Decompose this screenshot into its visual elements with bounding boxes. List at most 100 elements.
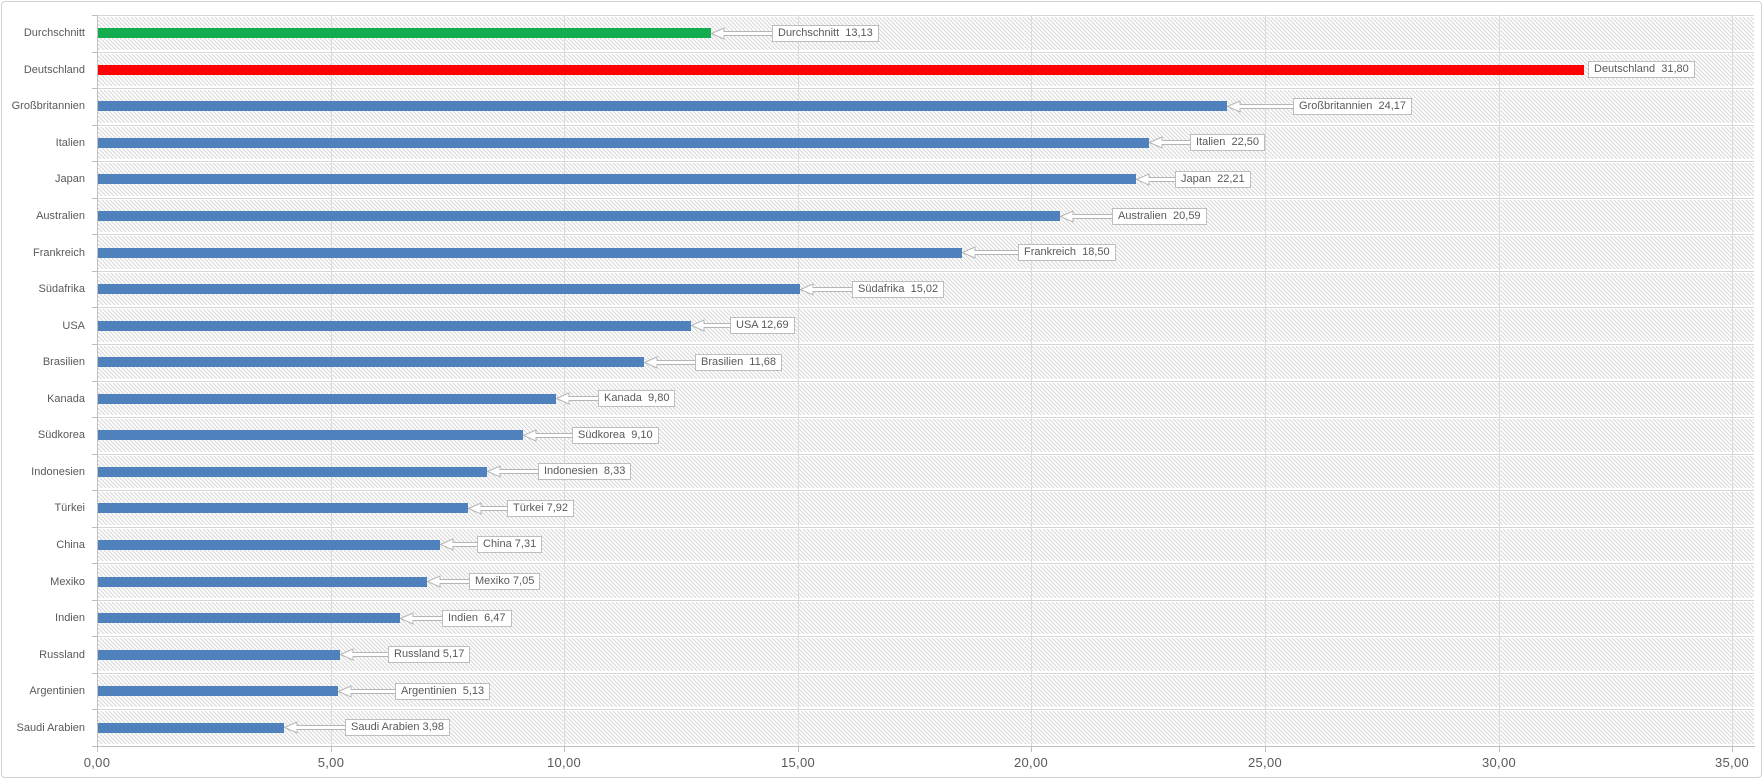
data-label-box: Mexiko 7,05 [469,573,541,590]
callout-arrow-icon [523,429,574,442]
y-axis-tick [92,234,97,235]
y-axis-label: Russland [39,649,85,661]
y-axis-tick [92,600,97,601]
y-axis-label: Südafrika [38,283,85,295]
y-axis-tick [92,417,97,418]
y-axis-label: Großbritannien [11,100,85,112]
x-axis-tick-label: 15,00 [780,755,816,770]
data-label-box: Japan 22,21 [1175,171,1251,188]
bar-italien [98,138,1149,148]
gridline [798,15,799,746]
callout-arrow-icon [440,538,479,551]
row-separator-line [97,600,1754,601]
data-label-box: Brasilien 11,68 [695,354,783,371]
y-axis-label: Mexiko [50,576,85,588]
data-label-box: Australien 20,59 [1112,208,1207,225]
bar-kanada [98,394,556,404]
row-separator-line [97,307,1754,308]
row-separator-line [97,271,1754,272]
callout-arrow-icon [1227,100,1295,113]
y-axis-line [97,15,98,747]
y-axis-label: China [56,539,85,551]
bar-russland [98,650,340,660]
row-separator-line [97,161,1754,162]
callout-arrow-icon [468,502,509,515]
data-label-box: Russland 5,17 [388,646,471,663]
y-axis-tick [92,88,97,89]
y-axis-tick [92,161,97,162]
y-axis-tick [92,563,97,564]
row-separator-line [97,15,1754,16]
y-axis-tick [92,198,97,199]
bar-mexiko [98,577,427,587]
callout-arrow-icon [691,319,732,332]
x-axis-tick [798,747,799,752]
bar-deutschland [98,65,1584,75]
x-axis-tick [564,747,565,752]
gridline [1265,15,1266,746]
callout-arrow-icon [340,648,390,661]
callout-arrow-icon [711,27,774,40]
row-separator-line [97,234,1754,235]
y-axis-label: Indonesien [31,466,85,478]
y-axis-tick [92,673,97,674]
bar-australien [98,211,1060,221]
y-axis-tick [92,454,97,455]
y-axis-tick [92,636,97,637]
row-separator-line [97,198,1754,199]
row-separator-line [97,344,1754,345]
data-label-box: China 7,31 [477,536,543,553]
bar-saudi-arabien [98,723,284,733]
callout-arrow-icon [1136,173,1177,186]
y-axis-label: Frankreich [33,247,85,259]
row-separator-line [97,52,1754,53]
y-axis-label: Indien [55,612,85,624]
bar-japan [98,174,1136,184]
row-separator-line [97,636,1754,637]
plot-area: Durchschnitt 13,13 Deutschland 31,80 Großb… [97,15,1754,746]
data-label-box: Südafrika 15,02 [852,281,945,298]
bar-indonesien [98,467,487,477]
data-label-box: Frankreich 18,50 [1018,244,1116,261]
callout-arrow-icon [962,246,1020,259]
data-label-box: Kanada 9,80 [598,390,676,407]
y-axis-label: Italien [55,137,85,149]
row-separator-line [97,381,1754,382]
y-axis-label: Argentinien [29,685,85,697]
row-separator-line [97,527,1754,528]
y-axis-tick [92,52,97,53]
y-axis-label: Türkei [54,502,85,514]
x-axis-tick [97,747,98,752]
y-axis-label: Deutschland [23,64,85,76]
callout-arrow-icon [644,356,697,369]
data-label-box: Durchschnitt 13,13 [772,25,879,42]
x-axis-tick-label: 0,00 [83,755,111,770]
data-label-box: Südkorea 9,10 [572,427,659,444]
x-axis-tick-label: 10,00 [546,755,582,770]
data-label-box: Indien 6,47 [442,610,512,627]
bar-gro-britannien [98,101,1227,111]
row-separator-line [97,709,1754,710]
y-axis-label: USA [62,320,85,332]
x-axis-tick [331,747,332,752]
callout-arrow-icon [284,721,347,734]
data-label-box: USA 12,69 [730,317,795,334]
y-axis-tick [92,307,97,308]
row-separator-line [97,673,1754,674]
gridline [1031,15,1032,746]
y-axis-label: Südkorea [37,429,85,441]
data-label-box: Italien 22,50 [1190,134,1265,151]
y-axis-label: Japan [55,173,85,185]
bar-durchschnitt [98,28,711,38]
y-axis-tick [92,527,97,528]
bar-s-dkorea [98,430,523,440]
data-label-box: Saudi Arabien 3,98 [345,719,450,736]
bar-frankreich [98,248,962,258]
gridline [1732,15,1733,746]
y-axis-label: Australien [36,210,85,222]
x-axis-tick [1499,747,1500,752]
data-label-box: Großbritannien 24,17 [1293,98,1413,115]
gridline [1499,15,1500,746]
